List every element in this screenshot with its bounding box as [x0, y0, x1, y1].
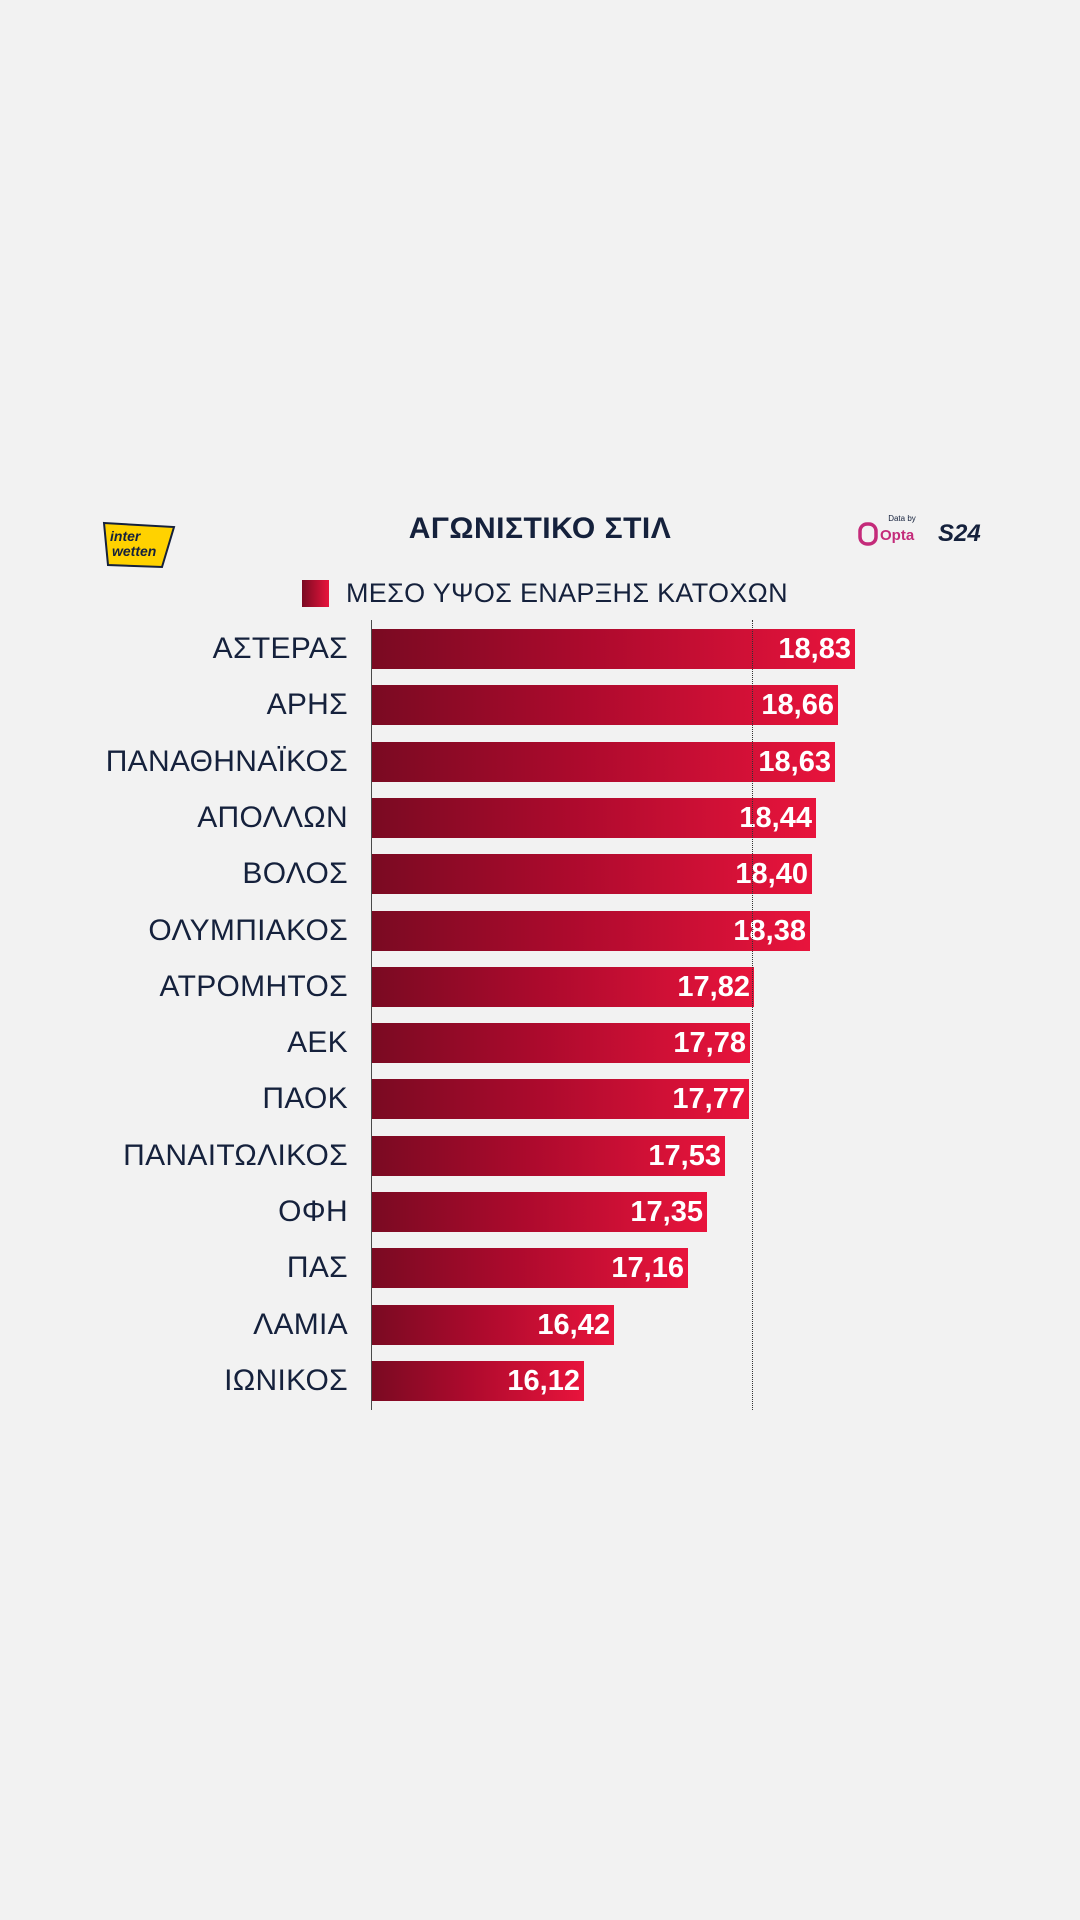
bar	[372, 742, 835, 782]
category-label: ΟΛΥΜΠΙΑΚΟΣ	[148, 914, 348, 947]
bar	[372, 1192, 707, 1232]
bar-value-label: 17,77	[672, 1083, 745, 1115]
bar-value-label: 16,12	[507, 1365, 580, 1397]
bar-value-label: 18,83	[778, 633, 851, 665]
opta-icon	[858, 522, 878, 546]
category-label: ΠΑΣ	[286, 1251, 348, 1284]
interwetten-logo: inter wetten	[102, 521, 176, 569]
opta-logo: Data by Opta	[858, 514, 916, 546]
bar	[372, 798, 816, 838]
category-label: ΑΠΟΛΛΩΝ	[197, 801, 348, 834]
bar	[372, 685, 838, 725]
bar-value-label: 17,16	[611, 1252, 684, 1284]
s24-wordmark: S24	[938, 520, 981, 546]
s24-logo: S24	[938, 520, 981, 546]
bar-value-label: 18,40	[735, 858, 808, 890]
bar	[372, 1248, 688, 1288]
category-label: ΠΑΝΑΙΤΩΛΙΚΟΣ	[123, 1139, 348, 1172]
category-label: ΟΦΗ	[278, 1195, 348, 1228]
legend-label: ΜΕΣΟ ΥΨΟΣ ΕΝΑΡΞΗΣ ΚΑΤΟΧΩΝ	[346, 577, 788, 608]
legend-swatch	[302, 579, 329, 607]
bar	[372, 1023, 750, 1063]
bar	[372, 854, 812, 894]
bar	[372, 911, 810, 951]
chart-title: ΑΓΩΝΙΣΤΙΚΟ ΣΤΙΛ	[408, 512, 672, 545]
bar-value-label: 17,78	[673, 1027, 746, 1059]
category-label: ΒΟΛΟΣ	[242, 857, 348, 890]
chart-legend: ΜΕΣΟ ΥΨΟΣ ΕΝΑΡΞΗΣ ΚΑΤΟΧΩΝ	[302, 578, 788, 608]
bar	[372, 1361, 584, 1401]
bar	[372, 629, 855, 669]
bar	[372, 1305, 614, 1345]
data-by-label: Data by	[888, 514, 916, 523]
bar	[372, 1136, 725, 1176]
y-axis-line	[371, 620, 372, 1410]
bar-value-label: 18,63	[758, 746, 831, 778]
bar	[372, 1079, 749, 1119]
bar-value-label: 18,66	[761, 689, 834, 721]
bar-value-label: 17,53	[648, 1140, 721, 1172]
bar-value-label: 16,42	[537, 1309, 610, 1341]
opta-wordmark: Opta	[880, 527, 915, 544]
category-label: ΑΤΡΟΜΗΤΟΣ	[159, 970, 348, 1003]
bar	[372, 967, 754, 1007]
category-label: ΠΑΝΑΘΗΝΑΪΚΟΣ	[105, 745, 348, 778]
bar-value-label: 18,44	[739, 802, 812, 834]
average-reference-line	[752, 620, 753, 1410]
category-label: ΠΑΟΚ	[262, 1082, 348, 1115]
bar-value-label: 17,82	[677, 971, 750, 1003]
category-label: ΛΑΜΙΑ	[253, 1308, 348, 1341]
category-label: ΑΡΗΣ	[266, 688, 348, 721]
bar-value-label: 18,38	[733, 915, 806, 947]
bar-value-label: 17,35	[630, 1196, 703, 1228]
interwetten-logo-bottom-text: wetten	[112, 543, 156, 559]
category-label: ΑΕΚ	[287, 1026, 348, 1059]
category-label: ΙΩΝΙΚΟΣ	[224, 1364, 348, 1397]
category-label: ΑΣΤΕΡΑΣ	[212, 632, 348, 665]
interwetten-logo-top-text: inter	[110, 528, 142, 544]
